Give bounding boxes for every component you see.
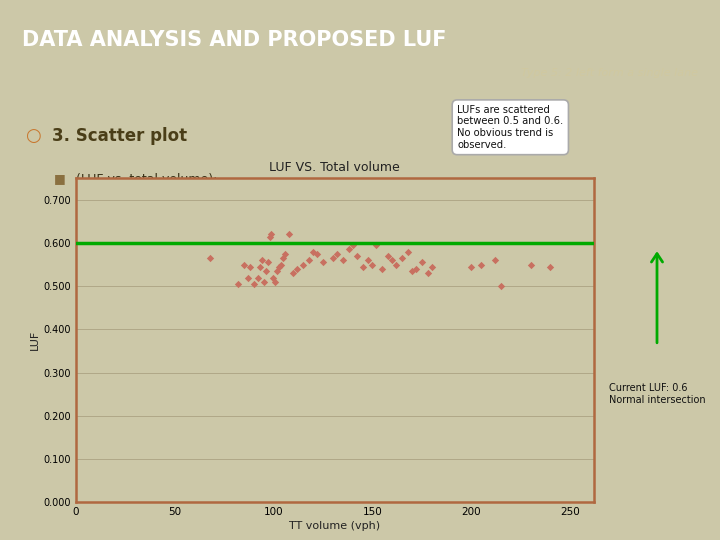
Point (490, 256, 501, 265)
Point (242, 273, 253, 282)
Point (331, 249, 343, 258)
Point (475, 260, 487, 269)
Point (426, 262, 438, 271)
Point (347, 241, 359, 249)
Text: Current LUF: 0.6
Normal intersection: Current LUF: 0.6 Normal intersection (608, 383, 706, 405)
Point (416, 258, 428, 267)
Text: Type 5: 2 left form a single lane: Type 5: 2 left form a single lane (521, 68, 698, 78)
Point (351, 252, 362, 260)
Point (284, 230, 295, 239)
Text: 3. Scatter plot: 3. Scatter plot (52, 127, 187, 145)
Point (278, 254, 289, 262)
Text: ■: ■ (54, 172, 66, 186)
Point (371, 241, 382, 249)
Point (366, 260, 378, 269)
Point (279, 249, 291, 258)
Point (271, 267, 283, 275)
Point (390, 260, 402, 269)
Point (382, 252, 394, 260)
Point (268, 273, 279, 282)
Point (270, 278, 282, 286)
Point (422, 269, 433, 278)
Point (292, 265, 303, 273)
Point (406, 267, 418, 275)
Point (287, 269, 299, 278)
Point (303, 256, 315, 265)
Point (525, 260, 536, 269)
Point (297, 260, 309, 269)
Point (254, 262, 266, 271)
Y-axis label: LUF: LUF (30, 330, 40, 350)
Point (377, 265, 388, 273)
Point (363, 256, 374, 265)
Title: LUF VS. Total volume: LUF VS. Total volume (269, 161, 400, 174)
Point (402, 247, 414, 256)
Point (204, 254, 216, 262)
Text: LUFs are scattered
between 0.5 and 0.6.
No obvious trend is
observed.: LUFs are scattered between 0.5 and 0.6. … (457, 105, 564, 150)
Point (343, 245, 354, 254)
Point (232, 280, 243, 288)
Point (545, 262, 557, 271)
Point (311, 249, 323, 258)
Point (327, 254, 338, 262)
X-axis label: TT volume (vph): TT volume (vph) (289, 521, 380, 531)
Point (318, 258, 329, 267)
Point (258, 278, 269, 286)
Point (307, 247, 319, 256)
Point (466, 262, 477, 271)
Point (264, 232, 275, 241)
Point (248, 280, 259, 288)
Point (410, 265, 422, 273)
Text: ○: ○ (25, 127, 41, 145)
Point (274, 262, 285, 271)
Point (262, 258, 274, 267)
Text: DATA ANALYSIS AND PROPOSED LUF: DATA ANALYSIS AND PROPOSED LUF (22, 30, 446, 50)
Point (276, 260, 287, 269)
Point (356, 262, 368, 271)
Point (396, 254, 408, 262)
Point (337, 256, 348, 265)
Point (244, 262, 256, 271)
Text: (LUF vs. total volume):: (LUF vs. total volume): (76, 172, 217, 186)
Point (238, 260, 250, 269)
Point (252, 273, 264, 282)
Point (260, 267, 271, 275)
Point (387, 256, 398, 265)
Point (266, 230, 277, 239)
Point (256, 256, 267, 265)
Point (495, 282, 507, 291)
